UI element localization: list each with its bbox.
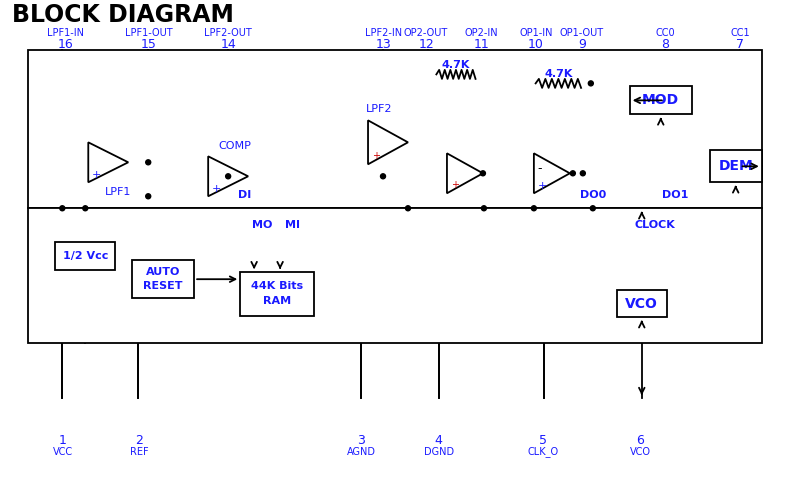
Text: CC1: CC1 [730, 28, 750, 38]
Circle shape [226, 174, 230, 179]
Text: 4: 4 [435, 434, 443, 447]
Text: MOD: MOD [642, 93, 680, 108]
Circle shape [531, 206, 536, 211]
Circle shape [590, 206, 596, 211]
Text: OP1-OUT: OP1-OUT [560, 28, 604, 38]
Text: RAM: RAM [263, 296, 291, 306]
Text: DI: DI [238, 190, 251, 200]
Text: DGND: DGND [424, 447, 454, 457]
Text: 12: 12 [418, 38, 434, 51]
Circle shape [481, 171, 485, 176]
Text: CC0: CC0 [655, 28, 675, 38]
Text: 7: 7 [737, 38, 744, 51]
Text: +: + [451, 180, 459, 190]
Text: VCO: VCO [626, 297, 658, 311]
Text: 5: 5 [539, 434, 547, 447]
Text: OP2-IN: OP2-IN [465, 28, 498, 38]
Text: RESET: RESET [143, 281, 183, 291]
Text: DO1: DO1 [662, 190, 688, 200]
Text: LPF1-OUT: LPF1-OUT [124, 28, 172, 38]
Text: 15: 15 [140, 38, 156, 51]
Text: AUTO: AUTO [146, 267, 181, 277]
Circle shape [146, 194, 150, 199]
Bar [55, 242, 116, 270]
Bar [132, 260, 194, 298]
Bar [630, 86, 691, 115]
Text: LPF1: LPF1 [105, 187, 131, 197]
Text: BLOCK DIAGRAM: BLOCK DIAGRAM [13, 3, 234, 27]
Bar [710, 150, 762, 182]
Text: 13: 13 [375, 38, 391, 51]
Text: 1: 1 [59, 434, 67, 447]
Text: 8: 8 [661, 38, 669, 51]
Circle shape [581, 171, 585, 176]
Text: +: + [93, 170, 101, 180]
Text: VCO: VCO [630, 447, 651, 457]
Text: 3: 3 [357, 434, 365, 447]
Text: MO: MO [252, 220, 272, 230]
Text: MI: MI [285, 220, 300, 230]
Text: DO0: DO0 [580, 190, 606, 200]
Text: -: - [538, 162, 543, 175]
Text: 16: 16 [57, 38, 73, 51]
Text: 11: 11 [474, 38, 489, 51]
Text: OP1-IN: OP1-IN [520, 28, 553, 38]
Text: 14: 14 [220, 38, 236, 51]
Text: LPF2: LPF2 [366, 105, 393, 115]
Text: CLK_O: CLK_O [527, 447, 558, 458]
Circle shape [146, 160, 150, 165]
Text: LPF1-IN: LPF1-IN [47, 28, 84, 38]
Text: VCC: VCC [53, 447, 73, 457]
Text: +: + [212, 184, 222, 194]
Text: DEM: DEM [718, 159, 753, 173]
Text: 9: 9 [578, 38, 586, 51]
Text: LPF2-OUT: LPF2-OUT [204, 28, 252, 38]
Circle shape [482, 206, 486, 211]
Text: 6: 6 [637, 434, 645, 447]
Circle shape [588, 81, 593, 86]
Bar [29, 50, 762, 208]
Text: +: + [538, 181, 547, 191]
Text: 1/2 Vcc: 1/2 Vcc [63, 251, 108, 261]
Circle shape [380, 174, 386, 179]
Text: 4.7K: 4.7K [442, 60, 470, 70]
Text: 10: 10 [528, 38, 544, 51]
Text: CLOCK: CLOCK [634, 220, 676, 230]
Text: COMP: COMP [218, 141, 251, 151]
Circle shape [60, 206, 65, 211]
Text: REF: REF [130, 447, 148, 457]
Circle shape [406, 206, 410, 211]
Bar [617, 290, 667, 317]
Text: +: + [372, 151, 380, 161]
Circle shape [570, 171, 575, 176]
Bar [240, 272, 314, 316]
Text: OP2-OUT: OP2-OUT [404, 28, 448, 38]
Circle shape [83, 206, 88, 211]
Bar [29, 208, 762, 343]
Text: LPF2-IN: LPF2-IN [365, 28, 402, 38]
Text: 4.7K: 4.7K [544, 69, 573, 79]
Text: AGND: AGND [347, 447, 375, 457]
Text: 2: 2 [135, 434, 143, 447]
Text: 44K Bits: 44K Bits [251, 281, 303, 291]
